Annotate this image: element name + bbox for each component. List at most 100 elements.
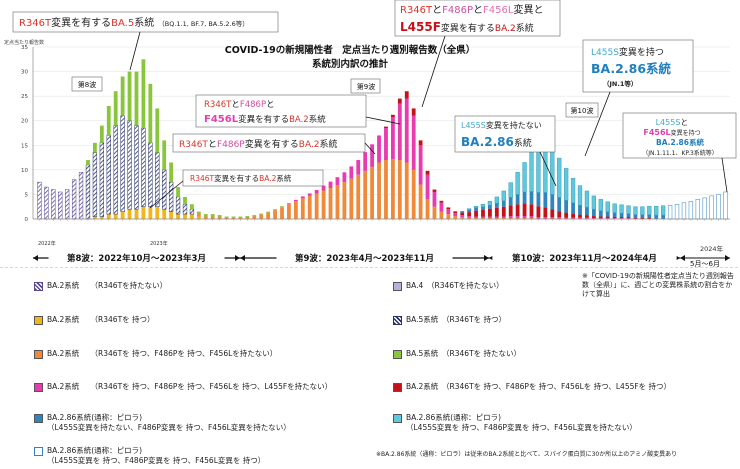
- legend-item-ba2_tplf: BA.2系統 （R346Tを 持つ、F486Pを 持つ、F456Lを 持つ、L4…: [393, 382, 671, 392]
- bar-segment-ba2_tplf: [543, 207, 548, 218]
- bar-segment-ba2_no: [71, 179, 77, 220]
- bar-segment-ba2_tp: [501, 218, 506, 219]
- bar-segment-ba2_tp: [363, 170, 368, 219]
- legend-label: BA.5系統 （R346Tを 持たない）: [406, 349, 522, 358]
- bar-segment-ba5t: [176, 187, 180, 197]
- bar-segment-ba2_tplf: [529, 204, 534, 217]
- bar-segment-ba2_tp: [384, 160, 388, 219]
- bar-segment-ba5: [85, 164, 91, 220]
- y-tick-label: 15: [21, 143, 28, 149]
- bar-segment-ba2_t: [113, 214, 118, 219]
- bar-segment-ba2_t: [169, 211, 174, 219]
- bar-segment-ba286c: [681, 202, 687, 220]
- bar-segment-ba286b: [563, 168, 569, 201]
- callout-leader: [721, 157, 728, 193]
- bar-segment-ba2_tp: [231, 217, 236, 219]
- legend-label: BA.2系統 （R346Tを 持つ、F486Pを 持つ、F456Lを 持つ、L4…: [406, 382, 672, 391]
- bar-segment-ba5t: [196, 211, 201, 215]
- legend-swatch: [393, 282, 402, 291]
- bar-segment-ba2_tplf: [501, 206, 506, 217]
- bar-segment-ba2_tpl: [335, 177, 340, 186]
- bar-segment-ba2_tplf: [515, 204, 520, 217]
- bar-segment-ba286: [501, 200, 506, 207]
- bar-segment-ba2_tplf: [397, 98, 402, 104]
- bar-segment-ba286b: [654, 205, 659, 216]
- bar-segment-ba2_tplf: [439, 200, 444, 203]
- bar-segment-ba2_tplf: [571, 213, 575, 218]
- callout-box: [622, 112, 737, 159]
- bar-segment-ba286b: [577, 185, 583, 206]
- bar-segment-ba2_tplf: [488, 208, 492, 217]
- bar-segment-ba2_tplf: [481, 209, 485, 217]
- bar-segment-ba2_tplf: [605, 216, 610, 219]
- bar-segment-ba5t: [266, 211, 271, 213]
- bar-segment-ba2_no: [58, 191, 63, 220]
- callout-leader: [584, 91, 611, 157]
- bar-segment-ba2_tpl: [321, 185, 326, 191]
- bar-segment-ba5: [106, 135, 111, 215]
- bar-segment-ba5: [148, 142, 153, 207]
- bar-segment-ba2_tpl: [377, 135, 381, 163]
- bar-segment-ba2_tpl: [314, 190, 319, 194]
- bar-segment-ba5t: [210, 214, 215, 217]
- bar-segment-ba2_tpl: [550, 217, 555, 219]
- bar-segment-ba2_tpl: [300, 196, 305, 199]
- y-tick-label: 30: [21, 70, 28, 76]
- bar-segment-ba2_tp: [342, 182, 347, 219]
- bar-segment-ba286c: [716, 194, 721, 220]
- arrow-head: [725, 255, 730, 261]
- bar-segment-ba2_tp: [245, 217, 250, 219]
- bar-segment-ba5: [99, 142, 104, 217]
- legend-swatch: [34, 414, 43, 423]
- bar-segment-ba2_tpl: [488, 216, 492, 219]
- legend-item-ba5: BA.5系統 （R346Tを 持つ）: [393, 315, 506, 325]
- bar-segment-ba286b: [557, 157, 562, 198]
- bar-segment-ba2_tp: [453, 216, 458, 219]
- callout-text: F456L変異を持つ: [643, 128, 700, 137]
- bar-segment-ba2_tpl: [536, 217, 541, 219]
- arrow-head: [33, 255, 38, 261]
- bar-segment-ba286b: [522, 162, 527, 193]
- arrow-head: [235, 255, 240, 261]
- period-label-bg: [48, 251, 225, 264]
- bar-segment-ba2_tpl: [356, 160, 361, 175]
- bar-segment-ba2_tp: [349, 178, 354, 219]
- bar-segment-ba286b: [515, 172, 520, 195]
- bar-segment-ba5: [134, 125, 139, 210]
- legend-label: BA.2.86系統(通称：ピロラ) （L455S変異を持たない、F486P変異を…: [47, 413, 291, 432]
- bar-segment-ba286: [626, 213, 631, 218]
- bar-segment-ba286: [467, 209, 472, 213]
- bar-segment-ba2_tpl: [564, 217, 569, 219]
- year-label: 2024年: [700, 244, 724, 253]
- bar-segment-ba286b: [480, 204, 486, 207]
- bar-segment-ba5t: [183, 196, 187, 205]
- bar-segment-ba2_tp: [397, 160, 402, 219]
- bar-segment-ba2_tplf: [522, 203, 527, 217]
- arrow-head: [680, 255, 685, 261]
- bar-segment-ba2_tp: [266, 212, 271, 219]
- bar-segment-ba286: [494, 203, 499, 208]
- bar-segment-ba286b: [501, 190, 506, 202]
- legend: BA.2系統 （R346Tを持たない） BA.2系統 （R346Tを 持つ） BA.…: [0, 268, 740, 469]
- period-label-bg: [276, 251, 453, 264]
- bar-segment-ba2_tpl: [474, 216, 478, 219]
- legend-swatch: [34, 447, 43, 456]
- legend-swatch: [34, 350, 43, 359]
- bar-segment-ba286: [481, 206, 485, 210]
- bar-segment-ba5t: [224, 216, 229, 218]
- callout-leader: [365, 116, 401, 125]
- bar-segment-ba5t: [162, 140, 167, 170]
- callout-text: BA.2.86系統: [656, 137, 705, 147]
- bar-segment-ba2_tp: [411, 169, 416, 219]
- bar-segment-ba2_tp: [196, 214, 201, 217]
- bar-segment-ba2_tp: [432, 206, 437, 219]
- arrow-head: [484, 255, 489, 261]
- bar-segment-ba286b: [626, 205, 631, 214]
- bar-segment-ba5: [92, 152, 98, 217]
- bar-segment-ba286: [529, 191, 534, 205]
- legend-item-ba2_tpl: BA.2系統 （R346Tを 持つ、F486Pを 持つ、F456Lを 持つ、L4…: [34, 382, 332, 392]
- bar-segment-ba5t: [120, 76, 125, 116]
- bar-segment-ba5t: [106, 105, 111, 136]
- y-tick-label: 20: [21, 119, 28, 125]
